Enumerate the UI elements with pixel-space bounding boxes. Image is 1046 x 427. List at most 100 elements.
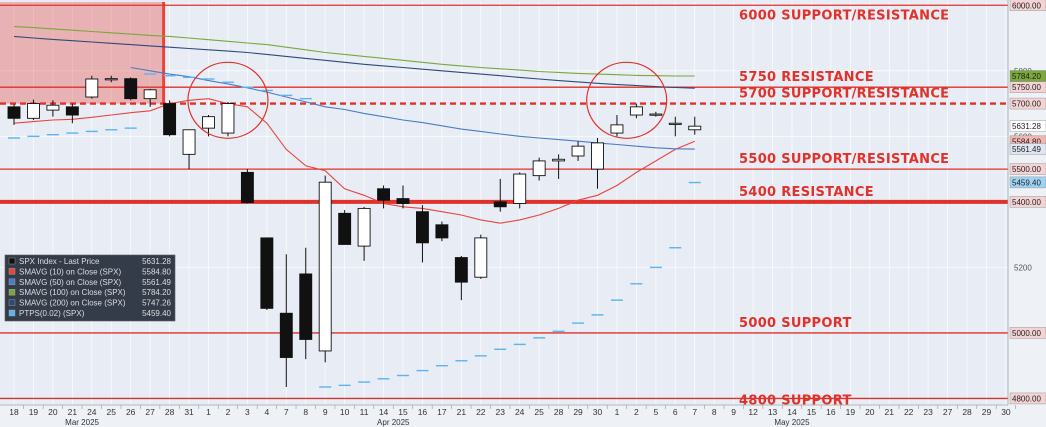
candle-body (221, 103, 235, 134)
candle-body (299, 273, 313, 340)
candle-body (202, 116, 215, 129)
annotation-circles (187, 61, 668, 139)
candle-body (279, 312, 293, 358)
x-tick-label: 24 (87, 407, 97, 417)
x-tick-label: 26 (126, 407, 136, 417)
x-tick-label: 14 (379, 407, 389, 417)
value-tag-text: 5631.28 (1012, 122, 1041, 131)
x-tick-label: 20 (48, 407, 58, 417)
legend-entry-name: SMAVG (100) on Close (SPX) (19, 288, 126, 297)
legend-entry-value: 5784.20 (142, 288, 171, 297)
level-label: 5500 SUPPORT/RESISTANCE (739, 152, 949, 167)
x-tick-label: 14 (787, 407, 797, 417)
x-tick-label: 28 (165, 407, 175, 417)
x-month-label: Mar 2025 (65, 418, 99, 427)
candle-body (513, 173, 527, 204)
x-tick-label: 21 (885, 407, 895, 417)
x-tick-label: 1 (615, 407, 620, 417)
x-tick-label: 15 (807, 407, 817, 417)
x-tick-label: 18 (9, 407, 19, 417)
value-tag (1009, 0, 1046, 11)
price-candles (7, 75, 702, 387)
x-tick-label: 25 (534, 407, 544, 417)
candle-body (104, 78, 118, 81)
legend-entry-name: SMAVG (10) on Close (SPX) (19, 267, 121, 276)
candle-body (46, 104, 60, 111)
x-tick-label: 28 (554, 407, 564, 417)
x-tick-label: 8 (303, 407, 308, 417)
x-tick-label: 11 (360, 407, 369, 417)
value-tag-text: 5500.00 (1012, 165, 1041, 174)
candle-body (629, 106, 643, 116)
candle-body (240, 171, 254, 203)
y-axis: 5200560058006000.005784.205750.005700.00… (1007, 0, 1046, 427)
value-tag-text: 5000.00 (1012, 329, 1041, 338)
series-line (13, 26, 695, 77)
value-tag (1009, 392, 1046, 405)
legend-swatch (8, 309, 16, 317)
x-tick-label: 19 (29, 407, 39, 417)
x-tick-label: 9 (731, 407, 736, 417)
x-tick-label: 23 (496, 407, 506, 417)
x-tick-label: 19 (846, 407, 856, 417)
x-tick-label: 9 (323, 407, 328, 417)
x-tick-label: 16 (826, 407, 836, 417)
value-tag-text: 5700.00 (1012, 100, 1041, 109)
legend-entry-name: SPX Index - Last Price (19, 257, 100, 266)
y-axis-background (1008, 0, 1046, 427)
x-tick-label: 21 (68, 407, 78, 417)
candle-body (377, 188, 390, 201)
x-tick-label: 25 (107, 407, 117, 417)
value-tag-text: 6000.00 (1012, 1, 1041, 10)
x-month-label: Apr 2025 (377, 418, 410, 427)
candle-body (65, 106, 79, 116)
value-tag-text: 5400.00 (1012, 198, 1041, 207)
x-tick-label: 2 (226, 407, 231, 417)
value-tag-text: 5750.00 (1012, 83, 1041, 92)
series-line (13, 35, 695, 89)
legend-swatch (8, 289, 16, 296)
candle-body (318, 181, 332, 352)
x-tick-label: 24 (515, 407, 525, 417)
candle-body (610, 124, 624, 134)
legend-entry-value: 5561.49 (142, 278, 171, 287)
x-tick-label: 29 (982, 407, 992, 417)
value-tag (1009, 176, 1046, 189)
value-tag (1009, 97, 1046, 110)
value-tag (1009, 163, 1046, 175)
candle-body (649, 113, 663, 116)
x-tick-label: 6 (673, 407, 678, 417)
x-tick-label: 3 (245, 407, 250, 417)
candle-body (532, 160, 546, 177)
x-tick-label: 7 (692, 407, 697, 417)
value-tag (1009, 70, 1046, 82)
legend-entry-name: SMAVG (50) on Close (SPX) (19, 278, 121, 287)
x-axis-background (0, 405, 1046, 427)
level-label: 5750 RESISTANCE (739, 70, 874, 85)
x-tick-label: 29 (573, 407, 583, 417)
value-tag (1009, 196, 1046, 208)
highlight-zone (0, 2, 166, 104)
candle-body (357, 207, 371, 247)
legend-entry-name: PTPS(0.02) (SPX) (19, 309, 85, 318)
value-tag (1009, 81, 1046, 93)
candle-body (182, 129, 196, 155)
x-tick-label: 16 (418, 407, 428, 417)
candle-body (396, 198, 410, 204)
legend-entry-value: 5584.80 (142, 267, 171, 276)
x-tick-label: 27 (943, 407, 953, 417)
candle-body (27, 103, 40, 119)
candle-body (668, 122, 682, 125)
x-tick-label: 28 (962, 407, 972, 417)
candle-body (85, 78, 99, 98)
legend-entry-value: 5747.26 (142, 299, 171, 308)
candle-body (591, 142, 604, 170)
legend-swatch (8, 268, 16, 275)
x-tick-label: 30 (593, 407, 603, 417)
x-axis: 18 19 20 21 24 25 26 27 28 31 1 2 3 4 7 8 9 10 11 14 15 16 17 2… (0, 404, 1046, 427)
candle-body (260, 237, 274, 309)
value-tag-text: 4800.00 (1012, 394, 1041, 403)
legend-swatch (8, 257, 16, 265)
legend-box (4, 254, 176, 322)
value-tag (1009, 143, 1046, 155)
